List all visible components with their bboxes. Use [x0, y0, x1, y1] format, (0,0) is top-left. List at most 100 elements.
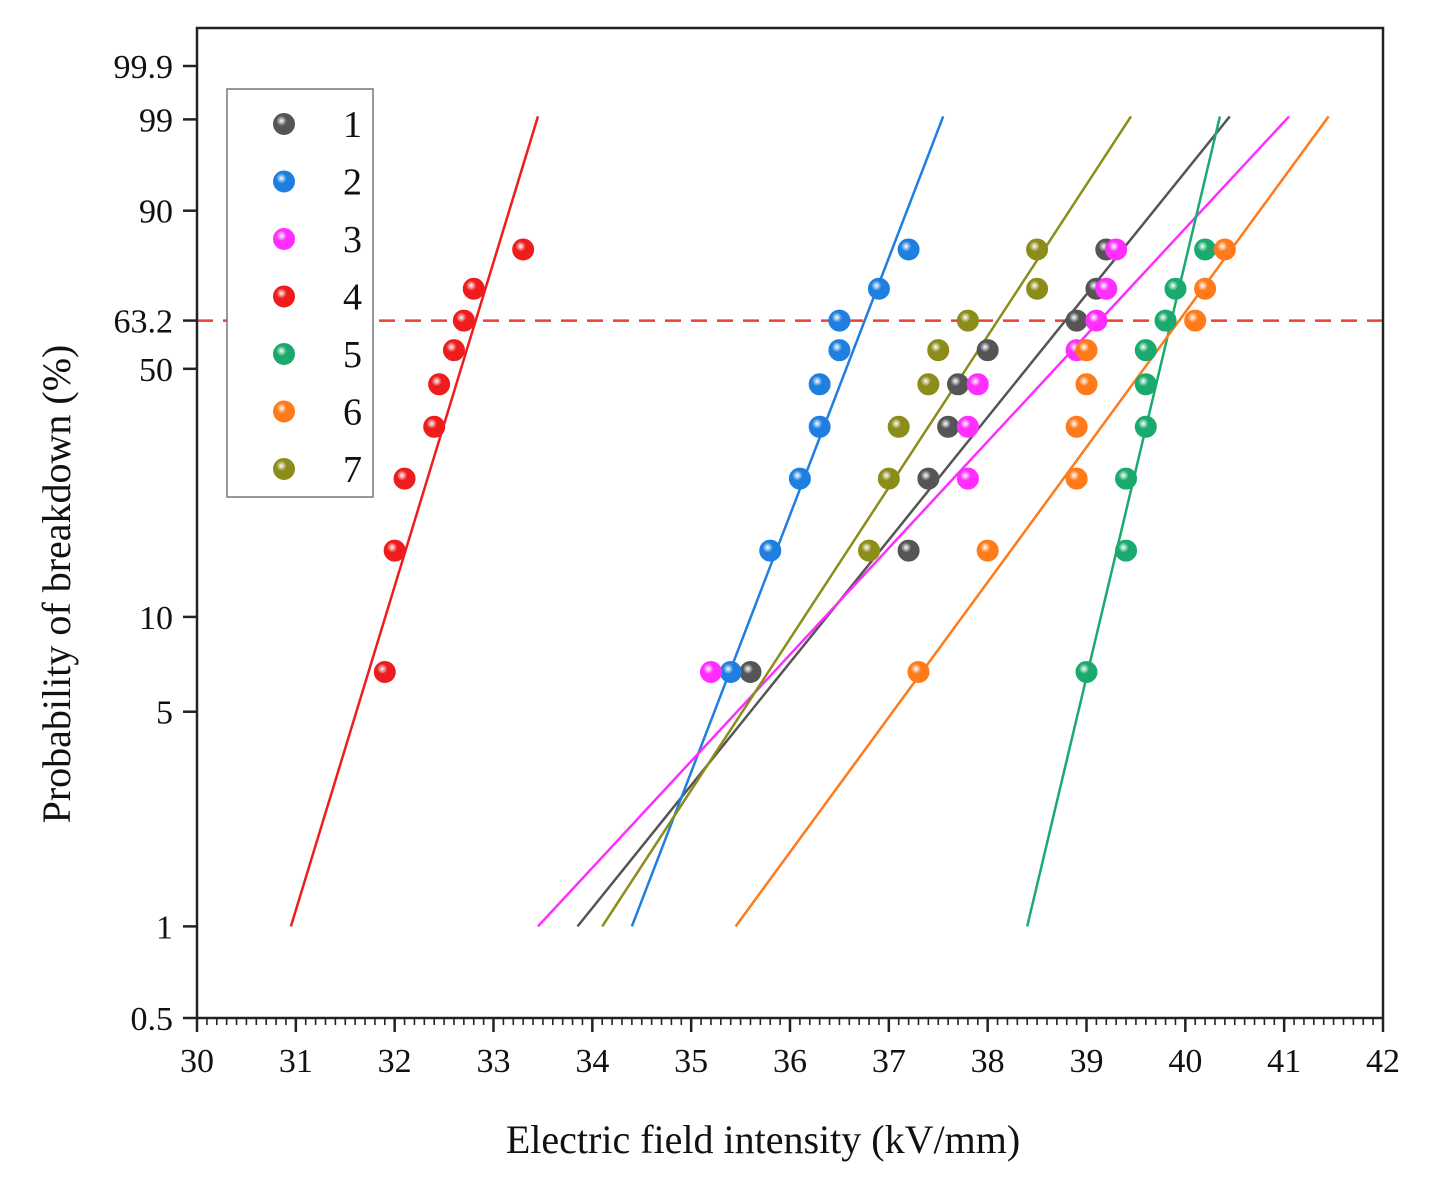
- legend-label-series-4: 4: [343, 277, 362, 319]
- legend-box: [226, 88, 374, 498]
- data-point-series-6: [1065, 467, 1088, 490]
- data-point-series-1: [897, 539, 920, 562]
- x-tick-label: 34: [575, 1043, 609, 1080]
- data-point-series-4: [462, 277, 485, 300]
- x-tick-label: 39: [1070, 1043, 1104, 1080]
- data-point-series-4: [442, 339, 465, 362]
- legend-marker-series-6: [273, 400, 295, 423]
- data-point-series-4: [393, 467, 416, 490]
- data-point-series-6: [1065, 415, 1088, 438]
- data-point-series-6: [1075, 373, 1098, 396]
- data-point-series-3: [966, 373, 989, 396]
- data-point-series-3: [956, 415, 979, 438]
- x-tick-label: 36: [773, 1043, 807, 1080]
- data-point-series-7: [858, 539, 881, 562]
- data-point-series-1: [917, 467, 940, 490]
- data-point-series-2: [759, 539, 782, 562]
- x-tick-label: 30: [180, 1043, 214, 1080]
- data-point-series-2: [867, 277, 890, 300]
- data-point-series-2: [897, 238, 920, 261]
- legend-marker-series-4: [273, 285, 295, 308]
- legend-label-series-3: 3: [343, 219, 362, 261]
- data-point-series-3: [699, 660, 722, 683]
- x-tick-label: 31: [279, 1043, 313, 1080]
- data-point-series-4: [423, 415, 446, 438]
- data-point-series-3: [1095, 277, 1118, 300]
- legend-label-series-1: 1: [343, 104, 362, 146]
- y-tick-label: 90: [139, 194, 173, 231]
- y-tick-label: 0.5: [131, 1001, 174, 1038]
- data-point-series-6: [976, 539, 999, 562]
- data-point-series-4: [383, 539, 406, 562]
- legend-marker-series-3: [273, 228, 295, 250]
- data-point-series-1: [947, 373, 970, 396]
- data-point-series-7: [1026, 238, 1049, 261]
- legend-marker-series-5: [273, 343, 295, 365]
- fit-line-series-1: [576, 115, 1231, 928]
- fit-line-series-2: [630, 115, 945, 927]
- data-point-series-6: [1213, 238, 1236, 261]
- data-point-series-6: [907, 660, 930, 683]
- y-tick-label: 1: [156, 909, 173, 946]
- x-tick-label: 32: [378, 1043, 412, 1080]
- data-point-series-7: [887, 415, 910, 438]
- legend-label-series-6: 6: [343, 392, 362, 434]
- data-point-series-7: [956, 309, 979, 332]
- y-tick-label: 63.2: [114, 304, 174, 341]
- y-tick-label: 50: [139, 352, 173, 389]
- x-axis-title: Electric field intensity (kV/mm): [506, 1117, 1020, 1162]
- data-point-series-2: [808, 373, 831, 396]
- data-point-series-1: [1065, 309, 1088, 332]
- data-point-series-4: [452, 309, 475, 332]
- x-tick-label: 33: [477, 1043, 511, 1080]
- y-tick-label: 5: [156, 695, 173, 732]
- fit-line-series-3: [537, 115, 1291, 928]
- data-point-series-2: [828, 339, 851, 362]
- legend-marker-series-7: [273, 458, 295, 480]
- y-axis-title: Probability of breakdown (%): [34, 345, 79, 824]
- x-tick-label: 37: [872, 1043, 906, 1080]
- data-point-series-3: [1105, 238, 1128, 261]
- data-point-series-5: [1115, 539, 1138, 562]
- fit-line-series-5: [1025, 116, 1222, 927]
- data-point-series-5: [1134, 339, 1157, 362]
- data-point-series-5: [1115, 467, 1138, 490]
- y-tick-label: 99.9: [114, 49, 174, 86]
- data-point-series-7: [927, 339, 950, 362]
- legend-label-series-2: 2: [343, 162, 362, 204]
- x-tick-label: 41: [1267, 1043, 1301, 1080]
- x-tick-label: 40: [1168, 1043, 1202, 1080]
- data-point-series-5: [1134, 415, 1157, 438]
- data-point-series-5: [1154, 309, 1177, 332]
- data-point-series-5: [1134, 373, 1157, 396]
- data-point-series-2: [808, 415, 831, 438]
- data-point-series-1: [739, 660, 762, 683]
- fit-line-series-6: [734, 115, 1330, 928]
- y-tick-label: 99: [139, 102, 173, 139]
- data-point-series-5: [1075, 660, 1098, 683]
- x-tick-label: 42: [1366, 1043, 1400, 1080]
- data-point-series-2: [828, 309, 851, 332]
- legend-label-series-7: 7: [343, 449, 362, 491]
- fit-line-series-4: [289, 116, 540, 927]
- data-point-series-4: [428, 373, 451, 396]
- x-tick-label: 35: [674, 1043, 708, 1080]
- y-tick-label: 10: [139, 600, 173, 637]
- data-point-series-2: [788, 467, 811, 490]
- data-point-series-6: [1075, 339, 1098, 362]
- data-point-series-7: [1026, 277, 1049, 300]
- legend-label-series-5: 5: [343, 334, 362, 376]
- data-point-series-3: [956, 467, 979, 490]
- data-point-series-7: [877, 467, 900, 490]
- data-point-series-2: [719, 660, 742, 683]
- data-point-series-4: [373, 660, 396, 683]
- legend-marker-series-1: [273, 113, 295, 135]
- data-point-series-1: [976, 339, 999, 362]
- legend-marker-series-2: [273, 170, 295, 193]
- data-point-series-6: [1194, 277, 1217, 300]
- x-tick-label: 38: [971, 1043, 1005, 1080]
- data-point-series-6: [1184, 309, 1207, 332]
- data-point-series-7: [917, 373, 940, 396]
- fit-line-series-7: [601, 115, 1133, 928]
